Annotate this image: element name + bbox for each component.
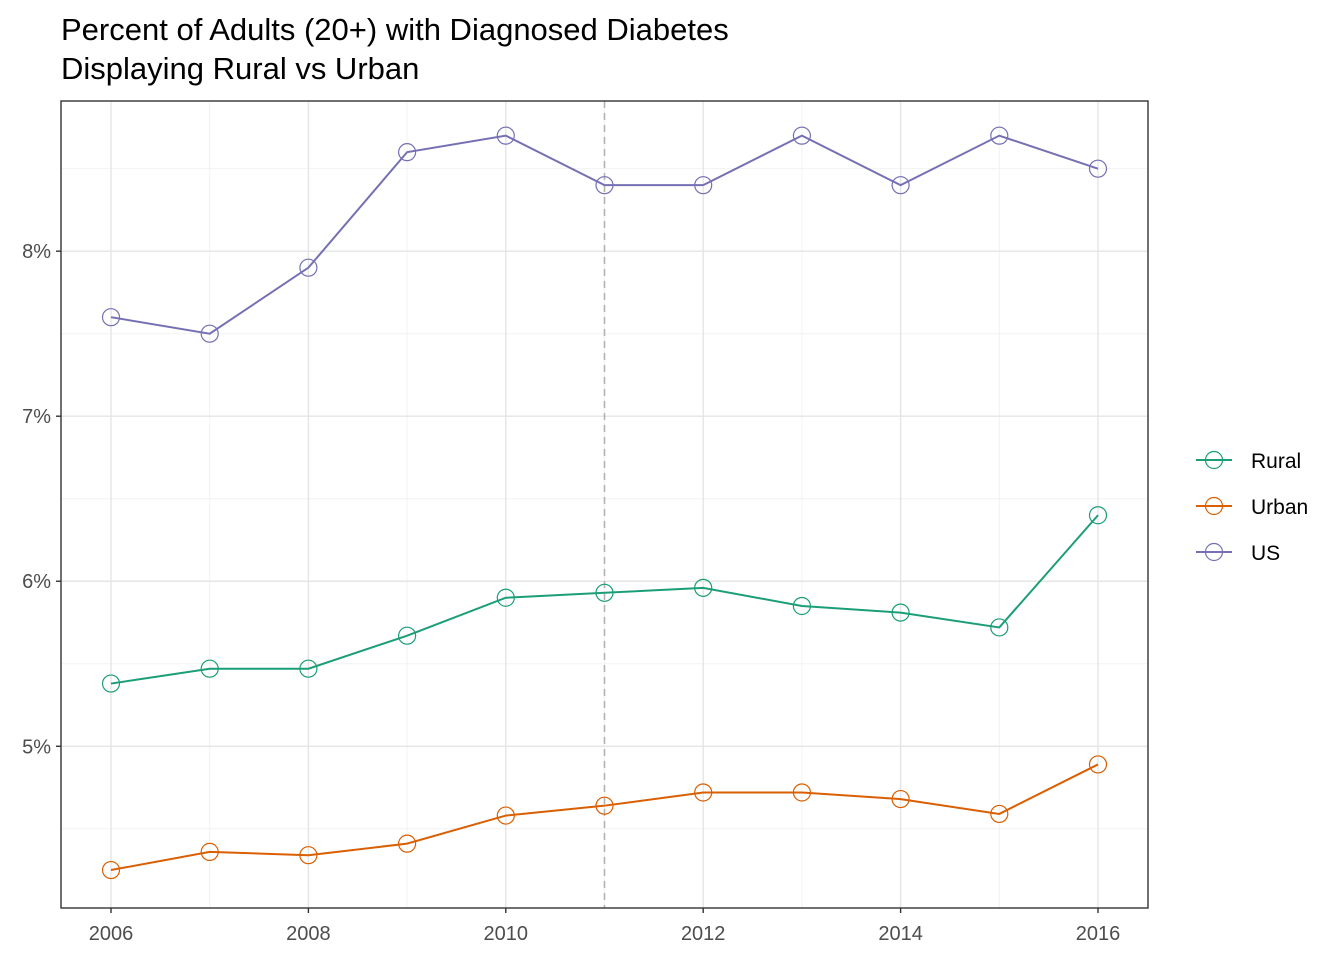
x-tick-label: 2014: [878, 923, 923, 945]
legend-label-rural: Rural: [1251, 450, 1301, 473]
data-point-urban: [398, 834, 417, 853]
series-group: [101, 126, 1108, 880]
x-tick-label: 2012: [681, 923, 726, 945]
data-point-rural: [101, 674, 121, 693]
data-point-urban: [595, 796, 614, 815]
data-point-rural: [891, 603, 910, 622]
legend-key-marker-us: [1204, 542, 1224, 562]
data-point-urban: [1088, 755, 1108, 774]
data-point-us: [792, 126, 812, 145]
data-point-rural: [299, 659, 318, 678]
chart-title: Percent of Adults (20+) with Diagnosed D…: [61, 12, 729, 47]
data-point-urban: [792, 783, 812, 802]
series-line-us: [110, 134, 1099, 335]
legend-label-urban: Urban: [1251, 496, 1308, 519]
data-point-us: [891, 176, 910, 195]
data-point-rural: [200, 659, 219, 678]
legend: Rural Urban US: [1196, 450, 1308, 565]
data-point-urban: [891, 789, 910, 809]
y-tick-label: 6%: [22, 571, 51, 593]
data-point-rural: [595, 583, 614, 602]
data-point-us: [299, 258, 318, 277]
legend-key-marker-urban: [1204, 496, 1224, 516]
series-line-urban: [110, 763, 1099, 872]
y-tick-label: 8%: [22, 241, 51, 263]
series-line-rural: [110, 514, 1099, 685]
chart-subtitle: Displaying Rural vs Urban: [61, 51, 419, 86]
data-point-us: [398, 143, 417, 162]
data-point-rural: [792, 596, 812, 616]
data-point-urban: [101, 860, 121, 880]
legend-label-us: US: [1251, 542, 1280, 565]
plot-panel-border: [60, 100, 1149, 909]
data-point-us: [496, 126, 515, 145]
data-point-us: [595, 176, 614, 195]
data-point-rural: [398, 626, 417, 645]
data-point-urban: [299, 846, 318, 865]
data-point-us: [694, 176, 713, 195]
data-point-rural: [694, 578, 713, 597]
y-tick-label: 7%: [22, 406, 51, 428]
x-tick-label: 2010: [484, 923, 529, 945]
data-point-us: [990, 126, 1009, 145]
data-point-rural: [496, 588, 515, 607]
axes: 5% 6% 7% 8% 2006 2008 2010 2012 2014 2016: [22, 241, 1120, 945]
x-tick-label: 2008: [286, 923, 331, 945]
y-tick-label: 5%: [22, 736, 51, 758]
x-tick-label: 2006: [89, 923, 134, 945]
data-point-urban: [990, 804, 1009, 824]
x-tick-label: 2016: [1076, 923, 1121, 945]
data-point-rural: [1088, 506, 1108, 525]
data-point-us: [200, 324, 219, 343]
data-point-rural: [990, 618, 1009, 637]
data-point-us: [101, 308, 121, 327]
data-point-urban: [496, 806, 515, 825]
data-point-urban: [200, 842, 219, 861]
data-point-urban: [694, 783, 713, 802]
legend-key-marker-rural: [1204, 450, 1224, 470]
data-point-us: [1088, 159, 1108, 178]
